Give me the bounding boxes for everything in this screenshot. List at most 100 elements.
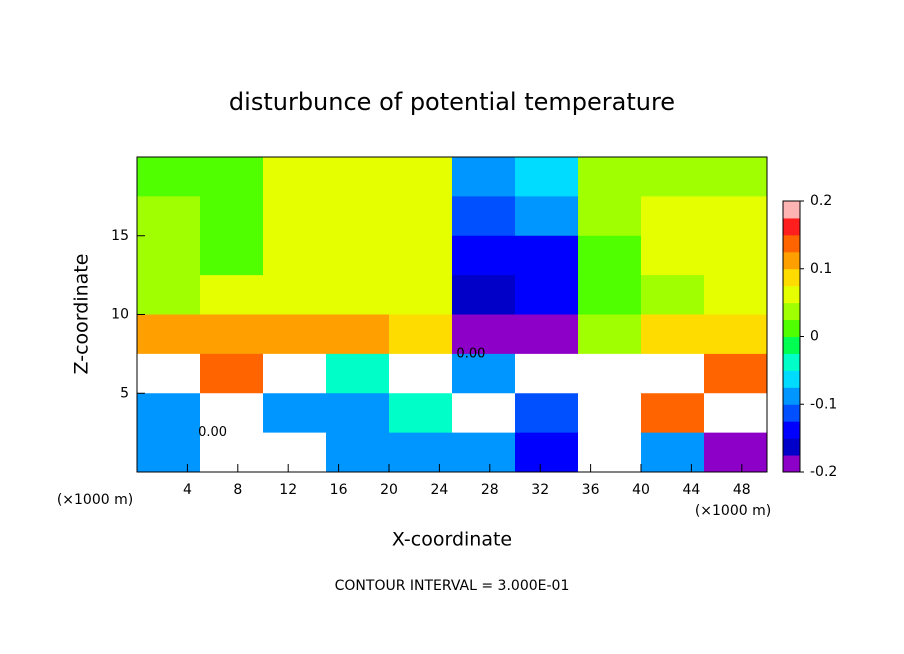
x-tick-label: 16 [330,482,348,498]
colorbar-swatch [783,421,800,439]
cell [704,314,768,355]
cell [641,353,705,394]
cell [515,432,579,473]
colorbar-swatch [783,319,800,337]
cell [263,314,327,355]
x-tick-label: 48 [733,482,751,498]
cell [263,393,327,434]
colorbar-tick-label: -0.1 [810,396,837,412]
colorbar-tick-label: 0.2 [810,193,832,209]
colorbar-swatch [783,285,800,304]
cell [704,353,768,394]
x-axis-label: X-coordinate [392,529,512,551]
cell [452,235,516,276]
cell [704,432,768,473]
cell [200,353,264,394]
cell [263,196,327,237]
colorbar-swatch [783,302,800,321]
x-tick-label: 44 [682,482,700,498]
cell [452,314,516,355]
x-tick-label: 32 [531,482,549,498]
cell [641,432,705,473]
cell [578,275,642,315]
cell [326,314,390,355]
cell [326,432,390,473]
cell [200,157,264,197]
cell [452,393,516,434]
cell [137,275,201,315]
cell [452,432,516,473]
x-tick-label: 12 [279,482,297,498]
cell [389,235,453,276]
cell [200,393,264,434]
cell [263,235,327,276]
colorbar-swatch [783,387,800,405]
cell [704,275,768,315]
colorbar-swatch [783,251,800,270]
colorbar-swatch [783,455,800,473]
cell [263,275,327,315]
chart-title: disturbunce of potential temperature [229,88,675,116]
cell [326,393,390,434]
cell [515,314,579,355]
contour-label: 0.00 [198,425,227,440]
x-tick-label: 4 [183,482,192,498]
cell [515,196,579,237]
cell [326,353,390,394]
cell [137,393,201,434]
cell [263,157,327,197]
cell [137,432,201,473]
cell [389,157,453,197]
cell [704,235,768,276]
cell [515,353,579,394]
y-tick-label: 10 [111,307,129,323]
cell [515,157,579,197]
cell [326,275,390,315]
y-axis-label: Z-coordinate [71,254,93,375]
cell [578,393,642,434]
cell [515,393,579,434]
cell [641,275,705,315]
cell [137,235,201,276]
cell [389,432,453,473]
colorbar-swatch [783,268,800,287]
cell [389,196,453,237]
cell [578,235,642,276]
cell [452,353,516,394]
y-unit: (×1000 m) [57,492,133,508]
x-tick-label: 40 [632,482,650,498]
cell [389,275,453,315]
colorbar-swatch [783,404,800,422]
cell [200,275,264,315]
colorbar-tick-label: 0.1 [810,261,832,277]
colorbar-swatch [783,336,800,354]
colorbar-swatch [783,438,800,456]
cell [578,353,642,394]
cell [641,157,705,197]
colorbar-swatch [783,217,800,236]
x-tick-label: 24 [430,482,448,498]
cell [263,353,327,394]
cell [326,157,390,197]
cell [578,432,642,473]
cell [641,196,705,237]
cell [704,157,768,197]
cell [704,196,768,237]
colorbar-swatch [783,353,800,371]
x-tick-label: 8 [233,482,242,498]
cell [326,235,390,276]
cell [452,275,516,315]
x-tick-label: 28 [481,482,499,498]
cell [200,196,264,237]
cell [578,157,642,197]
cell [200,432,264,473]
colorbar-tick-label: 0 [810,329,819,345]
cell [200,235,264,276]
cell [578,196,642,237]
y-tick-label: 15 [111,228,129,244]
cell [641,314,705,355]
cell [137,196,201,237]
cell [389,393,453,434]
colorbar-swatch [783,370,800,388]
